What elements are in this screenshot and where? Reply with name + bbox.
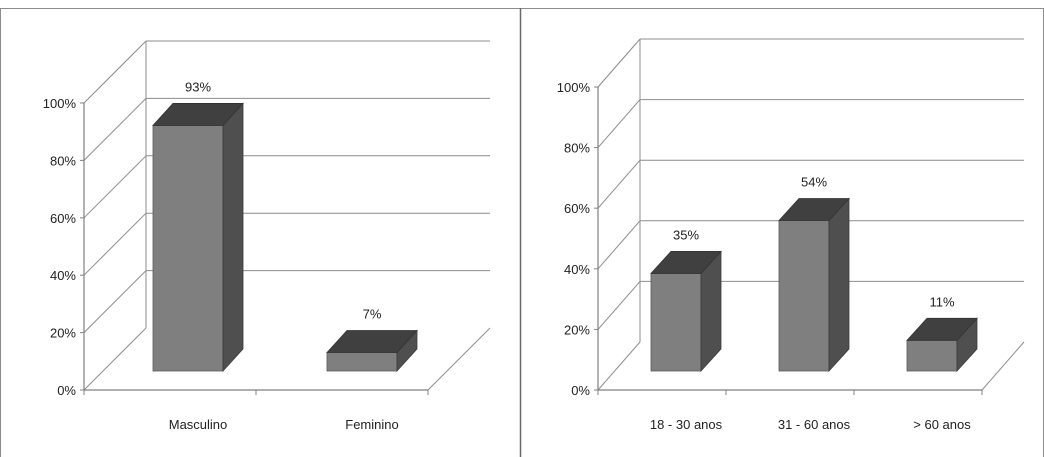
gridline-diagonal xyxy=(83,327,147,391)
bar-front xyxy=(650,273,702,372)
bar xyxy=(326,329,418,373)
bar-front xyxy=(778,220,830,372)
bar-top xyxy=(650,251,722,274)
gridline-diagonal xyxy=(83,270,147,333)
gridline-diagonal xyxy=(597,281,641,330)
y-tick-label: 80% xyxy=(564,141,590,156)
y-tick-label: 60% xyxy=(50,211,76,226)
data-label: 35% xyxy=(673,227,699,242)
x-tick-label: Feminino xyxy=(345,417,398,432)
gridline-diagonal xyxy=(597,220,641,270)
bar-top xyxy=(326,330,418,353)
floor-edge xyxy=(427,327,491,391)
bar xyxy=(906,317,978,373)
gridline-diagonal xyxy=(597,99,641,148)
gridline-diagonal xyxy=(83,40,147,104)
data-label: 7% xyxy=(363,307,382,322)
bar-front xyxy=(906,339,958,372)
gridline-diagonal xyxy=(597,341,641,391)
y-tick-label: 20% xyxy=(564,322,590,337)
bar-front xyxy=(152,125,224,372)
x-tick-label: 18 - 30 anos xyxy=(650,417,723,432)
floor-edge xyxy=(981,341,1025,391)
chart-2: 0% 20% 40% 60% 80% 100% 35% 18 - 30 anos 54% 31 -… xyxy=(557,38,1025,432)
gridline-diagonal xyxy=(83,212,147,276)
bar xyxy=(778,197,850,373)
data-label: 93% xyxy=(185,79,211,94)
bar-top xyxy=(152,103,244,126)
x-tick-label: > 60 anos xyxy=(913,417,971,432)
data-label: 54% xyxy=(801,174,827,189)
bar-side xyxy=(828,197,850,373)
y-tick-label: 40% xyxy=(564,262,590,277)
y-tick-label: 0% xyxy=(57,383,76,398)
bar-top xyxy=(778,198,850,221)
bar-side xyxy=(222,102,244,373)
bar-top xyxy=(906,317,978,341)
x-tick-label: Masculino xyxy=(169,417,228,432)
y-tick-label: 100% xyxy=(557,80,591,95)
gridline-diagonal xyxy=(597,38,641,88)
x-tick-label: 31 - 60 anos xyxy=(778,417,851,432)
y-tick-label: 20% xyxy=(50,326,76,341)
bar-front xyxy=(326,352,398,372)
gridline-diagonal xyxy=(597,159,641,209)
y-tick-label: 100% xyxy=(43,96,77,111)
bar xyxy=(152,102,244,373)
chart-1: 0% 20% 40% 60% 80% 100% 93% Masculino 7% Feminino xyxy=(43,40,491,432)
bar xyxy=(650,250,722,373)
data-label: 11% xyxy=(929,294,954,309)
gridline-diagonal xyxy=(83,98,147,161)
y-tick-label: 60% xyxy=(564,201,590,216)
y-tick-label: 80% xyxy=(50,153,76,168)
gridline-diagonal xyxy=(83,155,147,219)
y-tick-label: 40% xyxy=(50,268,76,283)
y-tick-label: 0% xyxy=(571,383,590,398)
